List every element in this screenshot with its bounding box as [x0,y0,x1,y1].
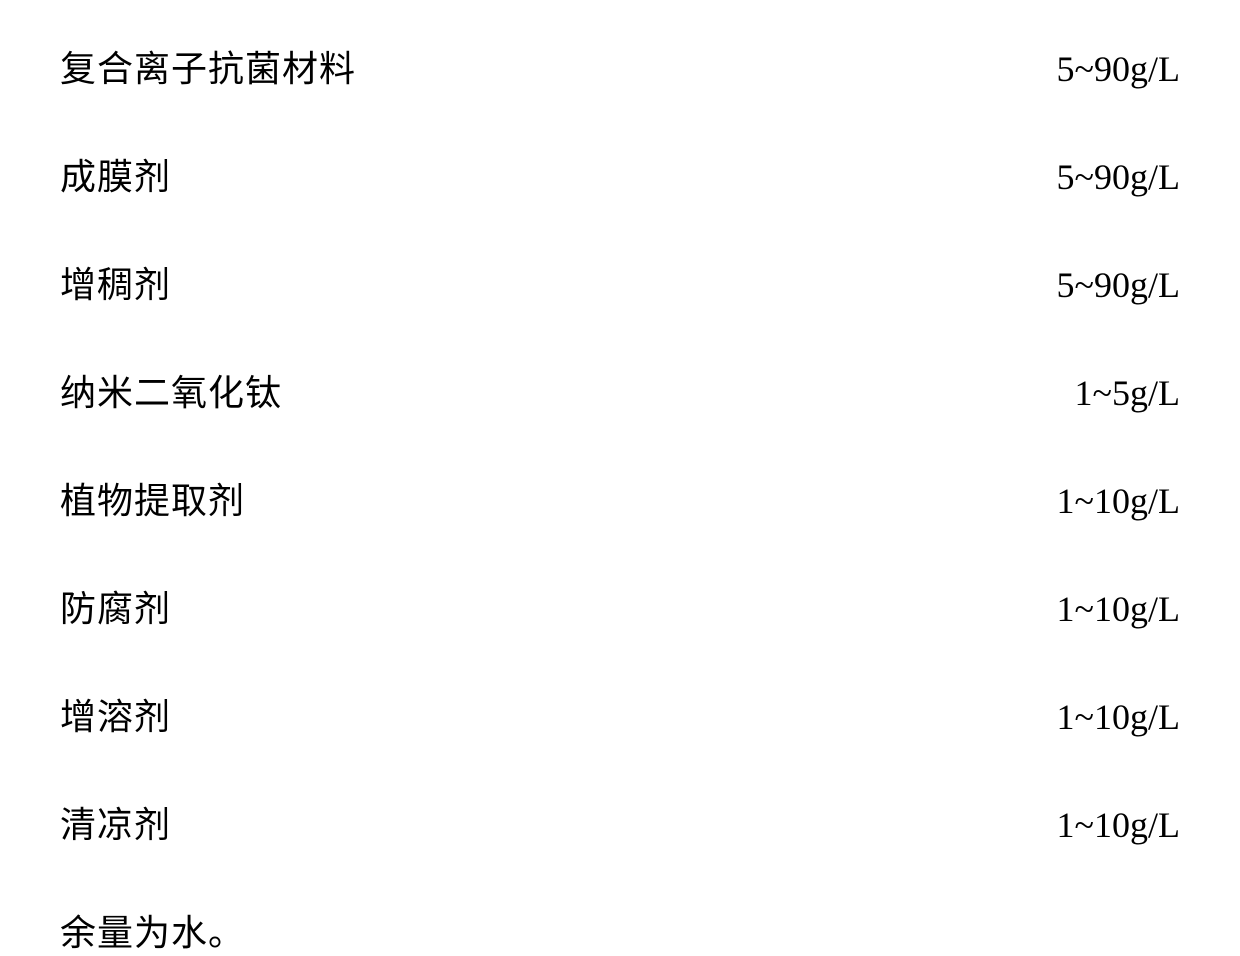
ingredient-label: 清凉剂 [60,796,171,848]
ingredient-row: 防腐剂 1~10g/L [60,580,1180,632]
ingredient-value: 1~5g/L [1075,372,1180,414]
ingredient-list: 复合离子抗菌材料 5~90g/L 成膜剂 5~90g/L 增稠剂 5~90g/L… [60,40,1180,956]
footer-row: 余量为水。 [60,904,1180,956]
ingredient-row: 成膜剂 5~90g/L [60,148,1180,200]
ingredient-row: 增溶剂 1~10g/L [60,688,1180,740]
ingredient-value: 1~10g/L [1057,696,1180,738]
ingredient-label: 增稠剂 [60,256,171,308]
ingredient-label: 增溶剂 [60,688,171,740]
ingredient-label: 植物提取剂 [60,472,245,524]
ingredient-row: 清凉剂 1~10g/L [60,796,1180,848]
ingredient-label: 复合离子抗菌材料 [60,40,356,92]
ingredient-value: 1~10g/L [1057,588,1180,630]
ingredient-value: 5~90g/L [1057,264,1180,306]
ingredient-value: 1~10g/L [1057,804,1180,846]
ingredient-row: 植物提取剂 1~10g/L [60,472,1180,524]
ingredient-label: 成膜剂 [60,148,171,200]
ingredient-value: 5~90g/L [1057,48,1180,90]
ingredient-row: 复合离子抗菌材料 5~90g/L [60,40,1180,92]
ingredient-row: 纳米二氧化钛 1~5g/L [60,364,1180,416]
ingredient-label: 防腐剂 [60,580,171,632]
footer-text: 余量为水。 [60,913,245,953]
ingredient-label: 纳米二氧化钛 [60,364,282,416]
ingredient-row: 增稠剂 5~90g/L [60,256,1180,308]
ingredient-value: 1~10g/L [1057,480,1180,522]
ingredient-value: 5~90g/L [1057,156,1180,198]
